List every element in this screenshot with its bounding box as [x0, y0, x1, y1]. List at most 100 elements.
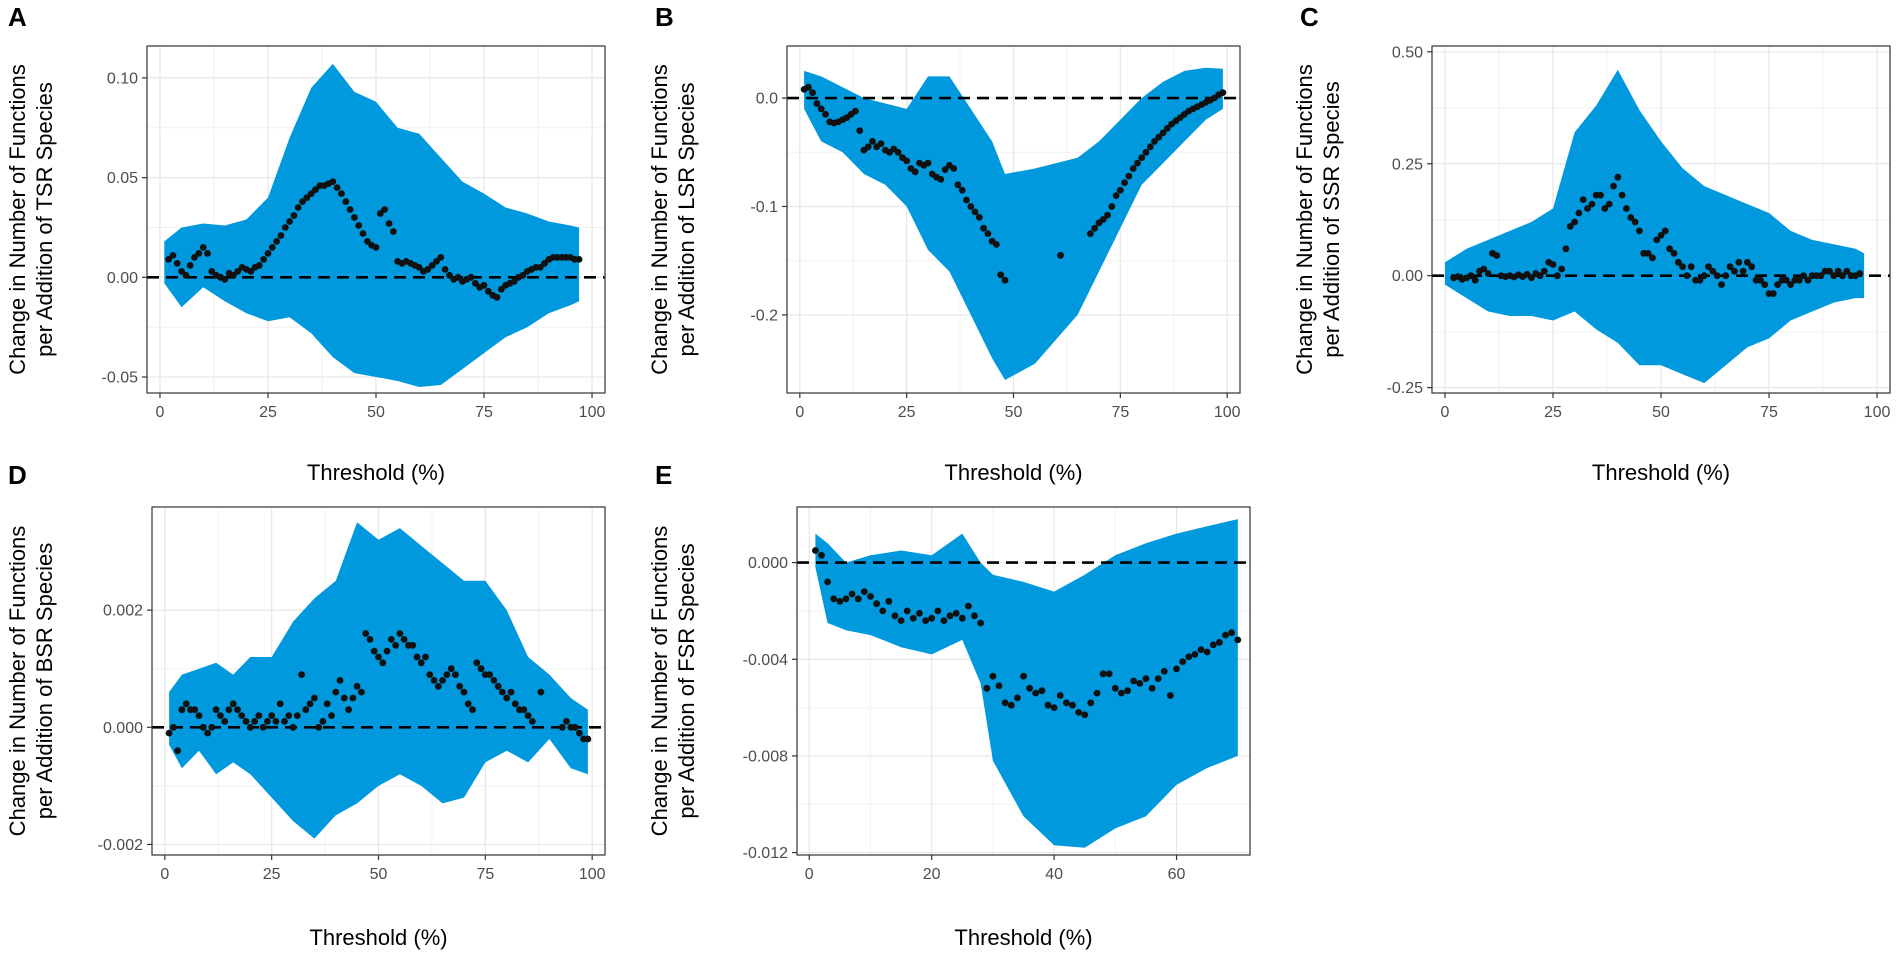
data-point: [1584, 205, 1591, 212]
data-point: [336, 677, 344, 684]
panel-letter: D: [8, 460, 27, 490]
x-tick-label: 25: [259, 404, 277, 421]
data-point: [885, 597, 893, 605]
data-point: [1843, 267, 1851, 275]
data-point: [909, 614, 917, 622]
data-point: [971, 208, 979, 216]
data-point: [1167, 692, 1174, 699]
data-point: [1700, 272, 1708, 280]
data-point: [242, 718, 250, 725]
data-point: [1579, 196, 1587, 204]
data-point: [924, 159, 932, 167]
data-point: [1830, 272, 1838, 280]
data-point: [484, 287, 492, 295]
data-point: [456, 682, 464, 690]
data-point: [1209, 641, 1217, 649]
data-point: [911, 168, 919, 176]
data-point: [1151, 138, 1158, 145]
data-point: [355, 222, 363, 229]
data-point: [234, 268, 242, 275]
x-tick-label: 25: [1544, 404, 1562, 421]
data-point: [199, 244, 207, 251]
data-point: [1121, 179, 1128, 187]
data-point: [1014, 694, 1021, 702]
data-point: [170, 723, 177, 731]
data-point: [173, 260, 181, 267]
data-point: [536, 264, 544, 271]
data-point: [1075, 709, 1082, 716]
x-axis-title: Threshold (%): [944, 460, 1082, 485]
data-point: [1124, 687, 1131, 695]
data-point: [983, 684, 991, 692]
data-point: [1618, 191, 1626, 199]
data-point: [315, 723, 323, 731]
data-point: [1197, 646, 1205, 653]
data-point: [349, 694, 357, 702]
data-point: [1653, 236, 1661, 244]
data-point: [950, 165, 958, 172]
confidence-band: [164, 63, 580, 388]
data-point: [359, 230, 367, 237]
data-point: [963, 196, 970, 204]
data-point: [934, 607, 942, 615]
data-point: [1566, 223, 1574, 230]
data-point: [975, 213, 983, 221]
data-point: [1804, 276, 1812, 284]
data-point: [916, 609, 923, 617]
data-point: [424, 266, 432, 273]
data-point: [869, 138, 876, 145]
data-point: [1649, 254, 1656, 262]
data-point: [1038, 687, 1046, 695]
data-point: [1032, 689, 1040, 697]
x-tick-label: 100: [1864, 404, 1891, 421]
data-point: [303, 194, 311, 202]
data-point: [860, 588, 868, 595]
data-point: [812, 547, 819, 554]
data-point: [980, 224, 987, 232]
data-point: [204, 250, 211, 257]
data-point: [329, 178, 337, 186]
data-point: [286, 218, 293, 225]
data-point: [1774, 281, 1782, 288]
data-point: [558, 723, 566, 731]
data-point: [1191, 651, 1199, 658]
data-point: [212, 706, 220, 714]
data-point: [165, 729, 173, 737]
data-point: [503, 694, 511, 702]
data-point: [229, 700, 237, 708]
data-point: [1203, 648, 1211, 656]
y-tick-label: -0.012: [743, 845, 788, 862]
panel-letter: C: [1300, 2, 1319, 32]
data-point: [434, 682, 442, 690]
data-point: [1142, 675, 1150, 682]
y-tick-label: 0.00: [107, 270, 138, 287]
data-point: [499, 688, 506, 696]
data-point: [186, 262, 194, 269]
data-point: [1713, 272, 1721, 280]
data-point: [1050, 704, 1058, 711]
data-point: [1155, 133, 1163, 141]
data-point: [366, 636, 374, 643]
data-point: [1666, 245, 1673, 253]
data-point: [1044, 701, 1052, 709]
data-point: [486, 671, 493, 678]
data-point: [1087, 699, 1095, 707]
data-point: [1099, 216, 1107, 223]
panel-b: B 0 25 50 75 100 -0.2 -0.1 0.0 Threshold (%) Chang…: [647, 2, 1241, 485]
data-point: [169, 252, 177, 259]
data-point: [351, 214, 358, 221]
x-tick-label: 50: [370, 866, 388, 883]
data-point: [1661, 227, 1669, 235]
panel-letter: A: [8, 2, 27, 32]
data-point: [1093, 689, 1101, 697]
data-point: [1020, 672, 1027, 680]
data-point: [441, 266, 449, 273]
data-point: [1480, 265, 1488, 273]
data-point: [1739, 267, 1747, 275]
data-point: [446, 271, 453, 279]
data-point: [1696, 276, 1704, 284]
data-point: [1705, 263, 1712, 271]
x-tick-label: 0: [156, 404, 165, 421]
data-point: [1136, 680, 1144, 687]
